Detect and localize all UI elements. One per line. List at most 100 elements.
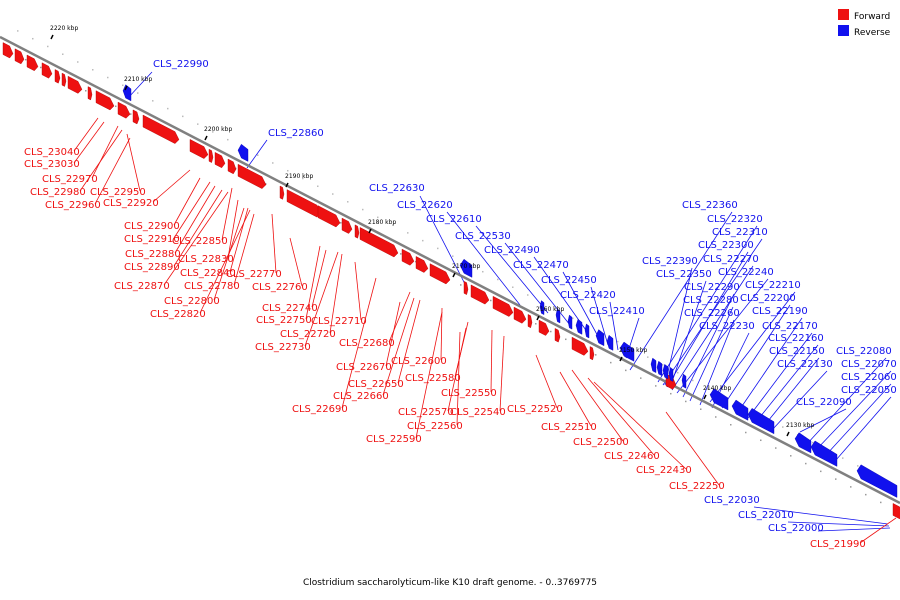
reverse-gene-label[interactable]: CLS_22410: [589, 306, 645, 317]
forward-gene-label[interactable]: CLS_22760: [252, 282, 308, 293]
reverse-gene-label[interactable]: CLS_22080: [836, 346, 892, 357]
forward-gene-arrow[interactable]: [227, 158, 237, 175]
reverse-gene-label[interactable]: CLS_22130: [777, 359, 833, 370]
forward-gene-arrow[interactable]: [279, 185, 285, 200]
reverse-gene-label[interactable]: CLS_22860: [268, 128, 324, 139]
forward-gene-arrow[interactable]: [527, 314, 533, 329]
forward-gene-arrow[interactable]: [415, 256, 429, 273]
reverse-gene-label[interactable]: CLS_22280: [683, 295, 739, 306]
forward-gene-label[interactable]: CLS_23040: [24, 147, 80, 158]
forward-gene-label[interactable]: CLS_22900: [124, 221, 180, 232]
reverse-gene-label[interactable]: CLS_22390: [642, 256, 698, 267]
reverse-gene-label[interactable]: CLS_22320: [707, 214, 763, 225]
forward-gene-label[interactable]: CLS_22740: [262, 303, 318, 314]
forward-gene-label[interactable]: CLS_22980: [30, 187, 86, 198]
reverse-gene-label[interactable]: CLS_22210: [745, 280, 801, 291]
reverse-gene-label[interactable]: CLS_22490: [484, 245, 540, 256]
forward-gene-arrow[interactable]: [87, 86, 93, 101]
reverse-gene-label[interactable]: CLS_22630: [369, 183, 425, 194]
forward-gene-label[interactable]: CLS_21990: [810, 539, 866, 550]
forward-gene-label[interactable]: CLS_22550: [441, 388, 497, 399]
forward-gene-label[interactable]: CLS_22660: [333, 391, 389, 402]
forward-gene-arrow[interactable]: [470, 284, 490, 305]
reverse-gene-arrow[interactable]: [856, 464, 898, 498]
forward-gene-arrow[interactable]: [208, 148, 214, 163]
forward-gene-arrow[interactable]: [117, 101, 131, 119]
forward-gene-arrow[interactable]: [54, 69, 61, 84]
reverse-gene-label[interactable]: CLS_22190: [752, 306, 808, 317]
forward-gene-label[interactable]: CLS_22510: [541, 422, 597, 433]
forward-gene-arrow[interactable]: [538, 319, 550, 336]
reverse-gene-label[interactable]: CLS_22610: [426, 214, 482, 225]
forward-gene-label[interactable]: CLS_22570: [398, 407, 454, 418]
forward-gene-label[interactable]: CLS_22890: [124, 262, 180, 273]
reverse-gene-label[interactable]: CLS_22990: [153, 59, 209, 70]
forward-gene-arrow[interactable]: [41, 62, 53, 79]
reverse-gene-arrow[interactable]: [584, 323, 590, 339]
reverse-gene-arrow[interactable]: [459, 258, 473, 278]
reverse-gene-label[interactable]: CLS_22260: [684, 308, 740, 319]
forward-gene-arrow[interactable]: [214, 151, 226, 169]
reverse-gene-arrow[interactable]: [606, 334, 614, 351]
forward-gene-label[interactable]: CLS_22950: [90, 187, 146, 198]
forward-gene-label[interactable]: CLS_22500: [573, 437, 629, 448]
forward-gene-arrow[interactable]: [463, 280, 469, 295]
reverse-gene-label[interactable]: CLS_22170: [762, 321, 818, 332]
forward-gene-label[interactable]: CLS_22750: [256, 315, 312, 326]
forward-gene-arrow[interactable]: [2, 42, 14, 59]
forward-gene-label[interactable]: CLS_22730: [255, 342, 311, 353]
forward-gene-arrow[interactable]: [492, 295, 514, 317]
forward-gene-label[interactable]: CLS_22830: [178, 254, 234, 265]
reverse-gene-label[interactable]: CLS_22450: [541, 275, 597, 286]
forward-gene-arrow[interactable]: [317, 205, 341, 228]
forward-gene-label[interactable]: CLS_22650: [348, 379, 404, 390]
reverse-gene-arrow[interactable]: [662, 363, 669, 380]
reverse-gene-label[interactable]: CLS_22150: [769, 346, 825, 357]
forward-gene-arrow[interactable]: [513, 306, 527, 324]
reverse-gene-arrow[interactable]: [668, 367, 674, 382]
reverse-gene-label[interactable]: CLS_22090: [796, 397, 852, 408]
forward-gene-label[interactable]: CLS_22600: [391, 356, 447, 367]
forward-gene-label[interactable]: CLS_22520: [507, 404, 563, 415]
forward-gene-arrow[interactable]: [142, 114, 180, 144]
reverse-gene-arrow[interactable]: [567, 314, 573, 330]
forward-gene-arrow[interactable]: [571, 336, 589, 356]
forward-gene-label[interactable]: CLS_22670: [336, 362, 392, 373]
forward-gene-label[interactable]: CLS_22880: [125, 249, 181, 260]
reverse-gene-arrow[interactable]: [555, 308, 561, 324]
reverse-gene-label[interactable]: CLS_22270: [703, 254, 759, 265]
reverse-gene-label[interactable]: CLS_22030: [704, 495, 760, 506]
forward-gene-label[interactable]: CLS_22680: [339, 338, 395, 349]
forward-gene-arrow[interactable]: [189, 139, 209, 159]
forward-gene-label[interactable]: CLS_22460: [604, 451, 660, 462]
forward-gene-label[interactable]: CLS_22710: [311, 316, 367, 327]
forward-gene-arrow[interactable]: [359, 227, 399, 258]
reverse-gene-label[interactable]: CLS_22620: [397, 200, 453, 211]
reverse-gene-arrow[interactable]: [794, 432, 812, 454]
reverse-gene-label[interactable]: CLS_22010: [738, 510, 794, 521]
reverse-gene-label[interactable]: CLS_22070: [841, 359, 897, 370]
forward-gene-label[interactable]: CLS_22840: [180, 268, 236, 279]
reverse-gene-label[interactable]: CLS_22240: [718, 267, 774, 278]
forward-gene-label[interactable]: CLS_23030: [24, 159, 80, 170]
reverse-gene-arrow[interactable]: [575, 318, 583, 335]
forward-gene-arrow[interactable]: [67, 75, 83, 94]
forward-gene-arrow[interactable]: [341, 217, 353, 234]
reverse-gene-label[interactable]: CLS_22530: [455, 231, 511, 242]
reverse-gene-arrow[interactable]: [539, 300, 545, 316]
reverse-gene-arrow[interactable]: [810, 440, 838, 467]
forward-gene-label[interactable]: CLS_22910: [124, 234, 180, 245]
reverse-gene-arrow[interactable]: [595, 329, 605, 347]
reverse-gene-label[interactable]: CLS_22310: [712, 227, 768, 238]
forward-gene-label[interactable]: CLS_22590: [366, 434, 422, 445]
forward-gene-arrow[interactable]: [401, 248, 415, 266]
reverse-gene-arrow[interactable]: [681, 373, 687, 389]
forward-gene-arrow[interactable]: [429, 263, 451, 285]
forward-gene-label[interactable]: CLS_22780: [184, 281, 240, 292]
forward-gene-arrow[interactable]: [354, 224, 360, 239]
forward-gene-arrow[interactable]: [132, 109, 140, 125]
forward-gene-label[interactable]: CLS_22430: [636, 465, 692, 476]
forward-gene-arrow[interactable]: [554, 328, 561, 343]
reverse-gene-arrow[interactable]: [656, 360, 663, 377]
forward-gene-arrow[interactable]: [61, 72, 67, 87]
